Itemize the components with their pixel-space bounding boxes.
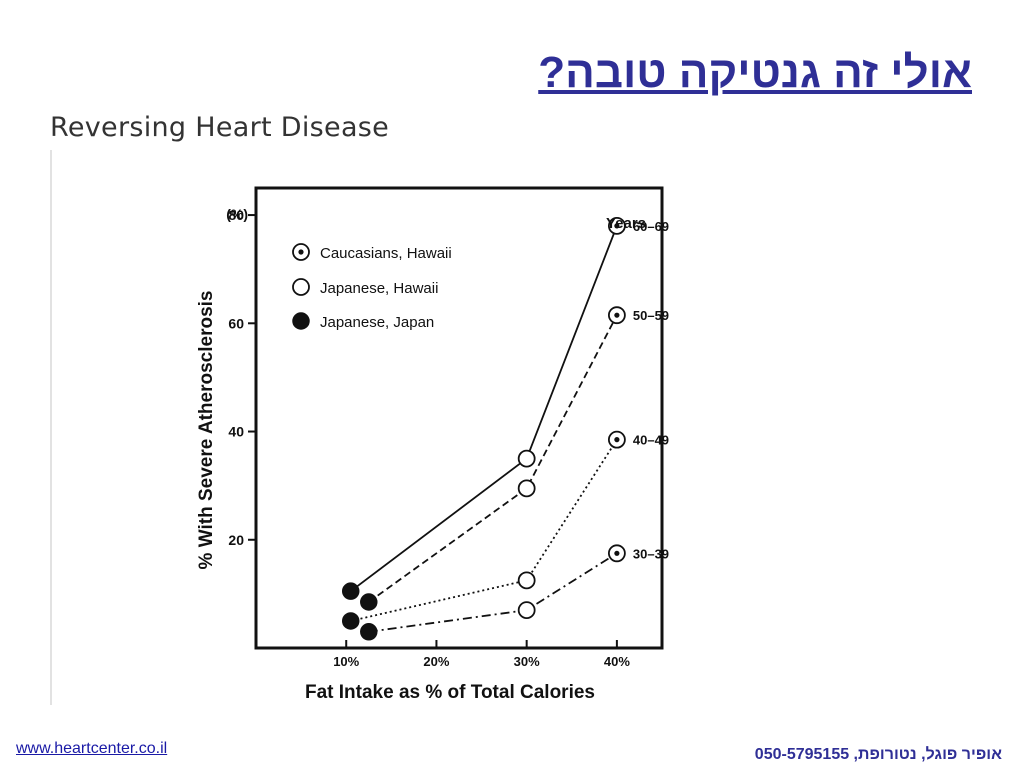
- y-tick-label: 80: [228, 207, 244, 223]
- data-point-dot: [614, 437, 620, 443]
- age-group-header: Years: [606, 215, 646, 232]
- data-point: [360, 623, 378, 641]
- legend-marker: [292, 278, 310, 296]
- data-point: [341, 612, 360, 630]
- legend-marker-dot: [298, 249, 304, 255]
- y-unit-label: (%): [226, 206, 248, 222]
- series-label: 60–69: [633, 219, 669, 234]
- y-tick-label: 60: [228, 315, 244, 331]
- data-point-dot: [614, 312, 620, 318]
- legend-marker: [292, 312, 310, 330]
- scan-title: Reversing Heart Disease: [50, 112, 390, 143]
- data-point: [341, 582, 360, 600]
- chart-frame: [254, 186, 664, 650]
- series-line: [368, 314, 618, 603]
- y-axis-label: % With Severe Atherosclerosis: [196, 291, 217, 570]
- x-tick-label: 30%: [514, 654, 540, 669]
- data-point-dot: [614, 550, 620, 556]
- legend-label: Caucasians, Hawaii: [320, 245, 452, 262]
- data-point-dot: [614, 223, 620, 229]
- y-tick-label: 20: [228, 532, 244, 548]
- x-axis-label: Fat Intake as % of Total Calories: [305, 682, 595, 703]
- series-label: 40–49: [633, 433, 669, 448]
- x-tick-label: 20%: [423, 654, 449, 669]
- data-point: [517, 449, 536, 468]
- data-point: [517, 479, 536, 498]
- series-line: [368, 552, 618, 633]
- data-point: [360, 593, 378, 611]
- series-line: [350, 439, 618, 622]
- legend-label: Japanese, Hawaii: [320, 280, 438, 297]
- legend-label: Japanese, Japan: [320, 314, 434, 331]
- slide-title: אולי זה גנטיקה טובה?: [538, 48, 972, 97]
- series-label: 30–39: [633, 546, 669, 561]
- scan-edge: [50, 150, 52, 705]
- series-label: 50–59: [633, 308, 669, 323]
- data-point: [517, 571, 536, 590]
- y-tick-label: 40: [228, 424, 244, 440]
- footer-author: אופיר פוגל, נטורופת, 050-5795155: [754, 746, 1002, 763]
- x-tick-label: 40%: [604, 654, 630, 669]
- footer-link[interactable]: www.heartcenter.co.il: [16, 740, 168, 757]
- x-tick-label: 10%: [333, 654, 359, 669]
- data-point: [517, 601, 536, 620]
